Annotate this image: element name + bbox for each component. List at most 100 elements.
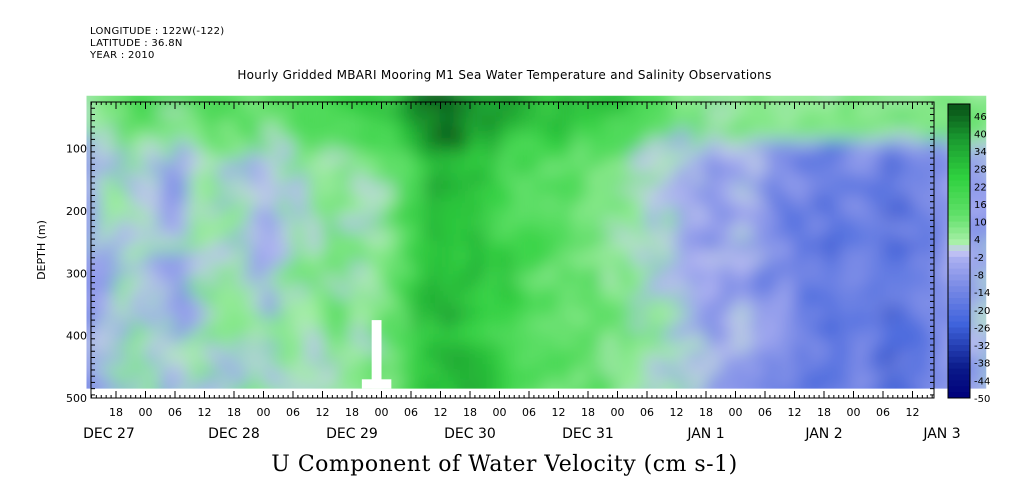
heatmap-cell [159,375,176,389]
heatmap-cell [749,251,766,266]
heatmap-cell [410,218,427,232]
heatmap-cell [469,274,486,288]
heatmap-cell [601,195,619,209]
heatmap-cell [705,386,722,389]
heatmap-cell [911,150,929,165]
heatmap-cell [557,307,575,322]
heatmap-cell [970,296,987,310]
heatmap-cell [380,218,398,232]
heatmap-cell [380,274,398,288]
heatmap-cell [985,206,987,221]
colorbar-label: -44 [974,376,990,387]
heatmap-cell [365,229,383,243]
heatmap-cell [351,330,368,344]
heatmap-cell [218,319,235,333]
heatmap-cell [380,263,398,277]
heatmap-cell [174,363,191,378]
heatmap-cell [808,218,825,232]
heatmap-cell [793,363,811,378]
heatmap-cell [631,173,648,187]
heatmap-cell [380,240,398,254]
heatmap-cell [336,206,353,221]
heatmap-cell [882,307,899,322]
heatmap-cell [115,95,132,97]
heatmap-cell [188,319,206,333]
heatmap-cell [203,139,221,153]
heatmap-cell [926,206,943,221]
heatmap-cell [233,105,250,120]
heatmap-cell [233,363,250,378]
heatmap-cell [306,150,324,165]
heatmap-cell [218,307,235,322]
heatmap-cell [542,218,560,232]
heatmap-cell [690,229,707,243]
heatmap-cell [233,307,250,322]
heatmap-cell [631,162,648,176]
heatmap-cell [129,95,147,97]
heatmap-cell [247,150,265,165]
heatmap-cell [454,95,471,97]
heatmap-cell [1000,285,1009,298]
heatmap-cell [911,105,929,120]
heatmap-cell [764,296,781,310]
heatmap-cell [882,341,899,355]
heatmap-cell [970,95,987,108]
heatmap-cell [675,173,693,187]
x-hour-tick-label: 00 [847,406,861,419]
heatmap-cell [218,128,235,142]
heatmap-cell [306,117,324,131]
heatmap-cell [911,240,929,254]
heatmap-cell [144,285,162,299]
colorbar-swatch [948,303,970,311]
heatmap-cell [203,150,221,165]
heatmap-cell [483,206,501,221]
heatmap-cell [336,363,353,378]
heatmap-cell [557,128,575,142]
heatmap-cell [86,375,103,389]
heatmap-cell [395,105,412,120]
heatmap-cell [852,173,870,187]
heatmap-cell [690,341,707,355]
heatmap-cell [749,184,766,198]
heatmap-cell [336,184,353,198]
heatmap-cell [690,105,707,120]
heatmap-cell [218,95,235,97]
colorbar-swatch [948,356,970,364]
heatmap-cell [439,128,457,142]
heatmap-cell [424,184,442,198]
heatmap-cell [970,251,987,266]
heatmap-cell [601,229,619,243]
heatmap-cell [424,206,442,221]
heatmap-cell [247,240,265,254]
heatmap-cell [601,117,619,131]
heatmap-cell [808,363,825,378]
heatmap-cell [469,218,486,232]
heatmap-cell [218,375,235,389]
heatmap-cell [203,251,221,266]
heatmap-cell [144,128,162,142]
heatmap-cell [719,263,737,277]
heatmap-cell [926,150,943,165]
heatmap-cell [1000,117,1009,130]
heatmap-cell [601,386,619,389]
heatmap-cell [970,352,987,366]
heatmap-cell [572,363,589,378]
heatmap-cell [410,206,427,221]
heatmap-cell [336,150,353,165]
heatmap-cell [882,285,899,299]
heatmap-cell [896,117,914,131]
heatmap-cell [896,173,914,187]
heatmap-cell [970,341,987,355]
heatmap-cell [115,173,132,187]
heatmap-cell [262,162,280,176]
heatmap-cell [277,184,294,198]
heatmap-cell [793,184,811,198]
heatmap-cell [174,139,191,153]
x-hour-tick-label: 00 [139,406,153,419]
heatmap-cell [115,184,132,198]
heatmap-cell [705,240,722,254]
heatmap-cell [292,173,309,187]
heatmap-cell [159,95,176,97]
heatmap-cell [719,206,737,221]
heatmap-cell [631,195,648,209]
